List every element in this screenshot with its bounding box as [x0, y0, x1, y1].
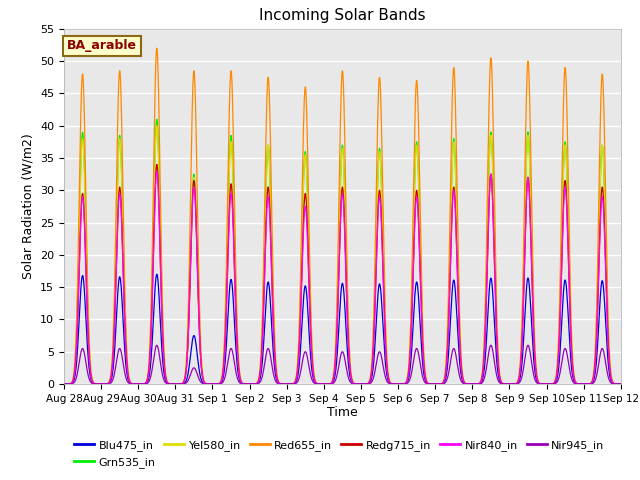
- Text: BA_arable: BA_arable: [67, 39, 137, 52]
- Y-axis label: Solar Radiation (W/m2): Solar Radiation (W/m2): [22, 133, 35, 279]
- Legend: Blu475_in, Grn535_in, Yel580_in, Red655_in, Redg715_in, Nir840_in, Nir945_in: Blu475_in, Grn535_in, Yel580_in, Red655_…: [70, 436, 609, 472]
- Title: Incoming Solar Bands: Incoming Solar Bands: [259, 9, 426, 24]
- X-axis label: Time: Time: [327, 407, 358, 420]
